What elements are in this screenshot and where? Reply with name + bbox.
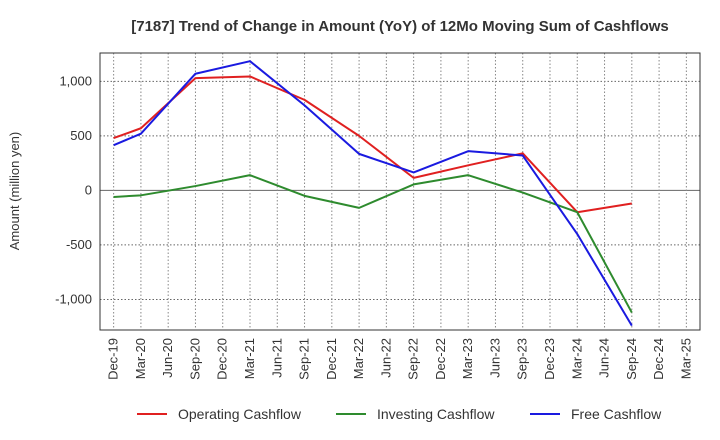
y-axis-label: Amount (million yen) [7, 132, 22, 251]
x-tick-label: Dec-20 [215, 338, 230, 380]
x-tick-label: Jun-21 [269, 338, 284, 378]
x-tick-label: Dec-24 [651, 338, 666, 380]
x-tick-label: Jun-20 [160, 338, 175, 378]
y-tick-label: -500 [66, 237, 92, 252]
chart-title: [7187] Trend of Change in Amount (YoY) o… [131, 18, 669, 35]
x-tick-label: Sep-21 [297, 338, 312, 380]
series-lines [113, 60, 633, 327]
y-tick-label: 500 [70, 128, 92, 143]
x-tick-label: Mar-24 [569, 338, 584, 379]
x-tick-label: Jun-23 [487, 338, 502, 378]
x-tick-label: Dec-23 [542, 338, 557, 380]
legend-label: Operating Cashflow [178, 406, 302, 422]
x-tick-label: Mar-20 [133, 338, 148, 379]
x-tick-label: Dec-19 [106, 338, 121, 380]
plot-frame [99, 52, 701, 331]
y-tick-label: -1,000 [55, 291, 92, 306]
series-line-free-cashflow [113, 60, 633, 327]
legend-label: Free Cashflow [571, 406, 662, 422]
x-tick-label: Jun-24 [597, 338, 612, 378]
series-line-investing-cashflow [113, 174, 633, 314]
x-tick-label: Dec-22 [433, 338, 448, 380]
x-tick-label: Sep-24 [624, 338, 639, 380]
grid [100, 53, 700, 330]
x-tick-label: Dec-21 [324, 338, 339, 380]
y-axis: 1,000 500 0 -500 -1,000 [55, 73, 92, 306]
legend: Operating Cashflow Investing Cashflow Free… [137, 406, 662, 422]
x-axis: Dec-19 Mar-20 Jun-20 Sep-20 Dec-20 Mar-21 Jun-… [106, 338, 694, 380]
x-tick-label: Sep-20 [187, 338, 202, 380]
legend-label: Investing Cashflow [377, 406, 495, 422]
x-tick-label: Mar-22 [351, 338, 366, 379]
x-tick-label: Mar-23 [460, 338, 475, 379]
x-tick-label: Mar-25 [678, 338, 693, 379]
x-tick-label: Jun-22 [378, 338, 393, 378]
y-tick-label: 1,000 [59, 73, 92, 88]
x-tick-label: Sep-22 [406, 338, 421, 380]
x-tick-label: Sep-23 [515, 338, 530, 380]
x-tick-label: Mar-21 [242, 338, 257, 379]
series-line-operating-cashflow [113, 75, 632, 214]
y-tick-label: 0 [85, 182, 92, 197]
